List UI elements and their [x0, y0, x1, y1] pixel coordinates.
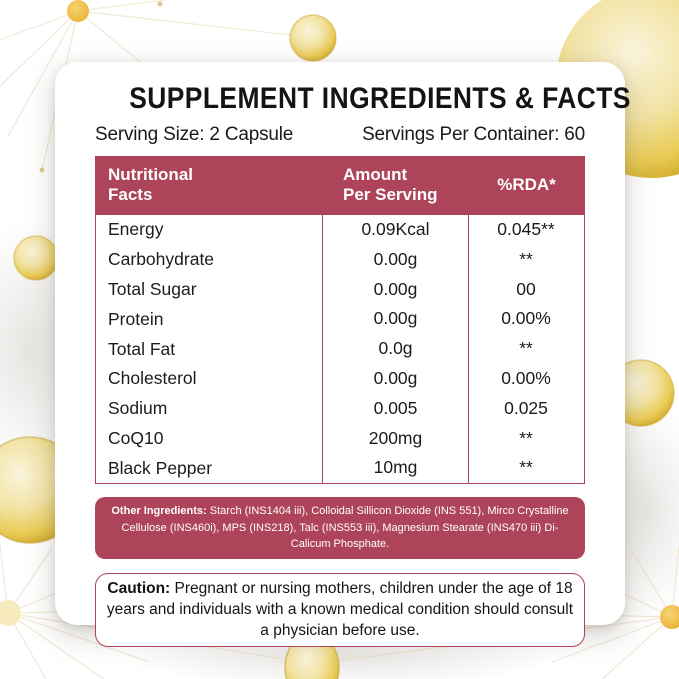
- other-ingredients-band: Other Ingredients: Starch (INS1404 iii),…: [95, 497, 585, 559]
- rda-value: 00: [468, 274, 583, 305]
- node-dot-icon: [67, 0, 89, 22]
- ingredient-name: Black Pepper: [108, 457, 213, 478]
- amount-value: 200mg: [322, 423, 468, 454]
- table-row: Carbohydrate 0.00g **: [96, 244, 584, 275]
- facts-card: SUPPLEMENT INGREDIENTS & FACTS Serving S…: [55, 62, 630, 648]
- capsule-bubble-icon: [13, 235, 59, 281]
- table-row: Total Sugar 0.00g 00: [96, 274, 584, 305]
- ingredient-name: Sodium: [108, 398, 168, 419]
- ingredient-name: CoQ10: [108, 427, 164, 448]
- amount-value: 0.0g: [322, 334, 468, 364]
- header-nutritional-facts: Nutritional Facts: [108, 165, 193, 204]
- rda-value: 0.045**: [468, 215, 583, 245]
- rda-value: **: [468, 244, 583, 275]
- table-row: Cholesterol 0.00g 0.00%: [96, 363, 584, 394]
- ingredient-name: Protein: [108, 308, 164, 329]
- node-dot-icon: [660, 605, 679, 629]
- header-rda: %RDA*: [497, 175, 556, 195]
- amount-value: 0.00g: [322, 244, 468, 275]
- table-row: CoQ10 200mg **: [96, 423, 584, 454]
- facts-table: Energy 0.09Kcal 0.045** Carbohydrate 0.0…: [95, 214, 585, 485]
- table-header-row: Nutritional Facts Amount Per Serving %RD…: [95, 156, 585, 214]
- amount-value: 0.00g: [322, 363, 468, 394]
- ingredient-name: Total Fat: [108, 338, 176, 359]
- ingredient-name: Total Sugar: [108, 278, 197, 299]
- table-row: Protein 0.00g 0.00%: [96, 304, 584, 335]
- rda-value: 0.00%: [468, 363, 583, 394]
- other-ingredients-label: Other Ingredients:: [111, 505, 207, 518]
- serving-size-text: Serving Size: 2 Capsule: [95, 124, 294, 145]
- rda-value: **: [468, 423, 583, 454]
- table-row: Black Pepper 10mg **: [96, 453, 584, 484]
- amount-value: 10mg: [322, 453, 468, 484]
- amount-value: 0.09Kcal: [322, 215, 468, 245]
- amount-value: 0.00g: [322, 304, 468, 335]
- header-amount-per-serving: Amount Per Serving: [343, 165, 438, 204]
- caution-box: Caution: Pregnant or nursing mothers, ch…: [95, 572, 585, 648]
- table-row: Sodium 0.005 0.025: [96, 393, 584, 424]
- rda-value: **: [468, 453, 583, 484]
- other-ingredients-text: Starch (INS1404 iii), Colloidal Sillicon…: [121, 505, 569, 551]
- table-row: Total Fat 0.0g **: [96, 334, 584, 364]
- rda-value: 0.025: [468, 393, 583, 424]
- ingredient-name: Energy: [108, 219, 164, 240]
- amount-value: 0.00g: [322, 274, 468, 305]
- rda-value: 0.00%: [468, 304, 583, 335]
- caution-text: Pregnant or nursing mothers, children un…: [106, 579, 574, 639]
- table-row: Energy 0.09Kcal 0.045**: [96, 215, 584, 245]
- servings-per-container-text: Servings Per Container: 60: [362, 124, 585, 145]
- rda-value: **: [468, 334, 583, 364]
- capsule-bubble-icon: [289, 14, 337, 62]
- caution-label: Caution:: [107, 579, 171, 597]
- ingredient-name: Carbohydrate: [108, 249, 215, 270]
- ingredient-name: Cholesterol: [108, 368, 197, 389]
- amount-value: 0.005: [322, 393, 468, 424]
- serving-info-row: Serving Size: 2 Capsule Servings Per Con…: [95, 124, 585, 146]
- node-dot-icon: [0, 600, 21, 626]
- page-title: SUPPLEMENT INGREDIENTS & FACTS: [129, 82, 631, 115]
